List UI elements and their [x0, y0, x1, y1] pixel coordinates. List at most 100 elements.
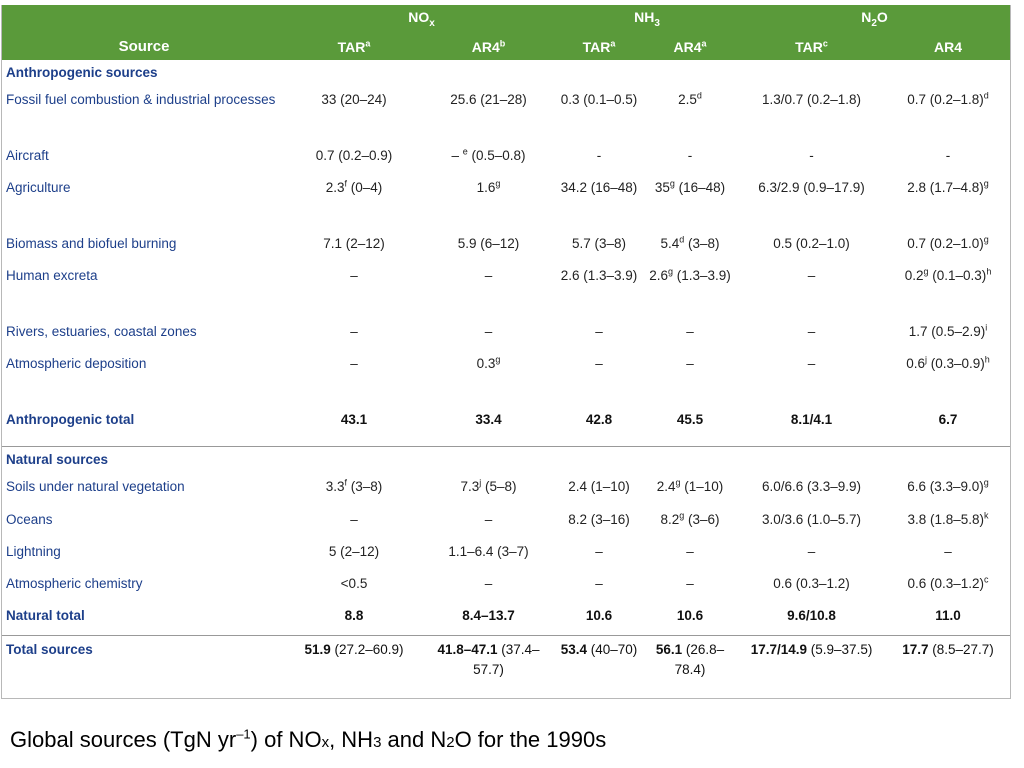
- value-cell: 0.3g: [476, 354, 501, 371]
- header-nh3-tar: TARa: [556, 33, 642, 60]
- value-cell: –: [484, 575, 493, 591]
- value-cell: 9.6/10.8: [787, 607, 836, 623]
- value-cell: 0.7 (0.2–1.8)d: [907, 90, 989, 107]
- table-row: Rivers, estuaries, coastal zones – – – – – 1.7…: [1, 318, 1011, 350]
- total-row: Total sources 51.9 (27.2–60.9) 41.8–47.1 (…: [1, 635, 1012, 688]
- header-n2o-tar: TARc: [738, 33, 886, 60]
- value-cell: 0.7 (0.2–0.9): [315, 148, 393, 163]
- table-row: Atmospheric deposition – 0.3g – – – 0.6j (0.3–…: [1, 350, 1011, 406]
- source-label: Oceans: [6, 511, 53, 527]
- value-cell: –: [350, 356, 358, 371]
- value-cell: 2.8 (1.7–4.8)g: [907, 178, 989, 195]
- table-row: Atmospheric chemistry <0.5 – – – 0.6 (0.3–1.2…: [1, 570, 1011, 602]
- source-label: Atmospheric chemistry: [6, 575, 143, 591]
- value-cell: 0.2g (0.1–0.3)h: [904, 266, 992, 283]
- source-label: Anthropogenic total: [6, 412, 135, 427]
- value-cell: 3.3f (3–8): [325, 477, 383, 494]
- value-cell: –: [686, 575, 694, 591]
- value-cell: 53.4 (40–70): [556, 635, 642, 688]
- value-cell: 8.8: [344, 607, 364, 623]
- value-cell: 42.8: [585, 412, 613, 427]
- value-cell: 2.6 (1.3–3.9): [560, 268, 638, 283]
- value-cell: –: [807, 324, 816, 339]
- sources-table-container: Source NOx NH3 N2O TARa AR4b TARa AR4a T…: [1, 5, 1012, 688]
- total-row: Anthropogenic total 43.1 33.4 42.8 45.5 8.1/4…: [1, 406, 1011, 446]
- value-cell: –: [595, 575, 603, 591]
- source-label: Total sources: [1, 635, 287, 688]
- value-cell: 2.5d: [678, 90, 702, 107]
- value-cell: 8.2g (3–6): [660, 510, 720, 527]
- value-cell: 33 (20–24): [321, 92, 387, 107]
- header-n2o-ar4: AR4: [885, 33, 1012, 60]
- total-row: Natural total 8.8 8.4–13.7 10.6 10.6 9.6/10.8…: [1, 602, 1011, 636]
- value-cell: -: [596, 148, 602, 163]
- value-cell: 35g (16–48): [654, 178, 726, 195]
- source-label: Soils under natural vegetation: [6, 478, 185, 494]
- section-label: Natural sources: [1, 445, 1012, 473]
- value-cell: 45.5: [676, 412, 704, 427]
- value-cell: –: [350, 324, 358, 339]
- table-row: Lightning 5 (2–12) 1.1–6.4 (3–7) – – – –: [1, 538, 1011, 570]
- value-cell: <0.5: [340, 575, 368, 591]
- value-cell: 1.1–6.4 (3–7): [448, 543, 529, 559]
- table-header: Source NOx NH3 N2O TARa AR4b TARa AR4a T…: [1, 5, 1012, 60]
- value-cell: 41.8–47.1 (37.4–57.7): [421, 635, 556, 688]
- table-row: Biomass and biofuel burning 7.1 (2–12) 5.9…: [1, 230, 1011, 262]
- source-label: Natural total: [6, 607, 85, 623]
- value-cell: 5.9 (6–12): [457, 236, 520, 251]
- value-cell: 0.6 (0.3–1.2)c: [907, 574, 989, 591]
- value-cell: –: [595, 356, 603, 371]
- source-label: Atmospheric deposition: [6, 356, 147, 371]
- header-source: Source: [1, 5, 287, 60]
- value-cell: 1.3/0.7 (0.2–1.8): [761, 92, 862, 107]
- value-cell: -: [809, 148, 814, 163]
- slide-caption: Global sources (TgN yr–1) of NOx, NH3 an…: [10, 726, 607, 752]
- value-cell: 0.7 (0.2–1.0)g: [907, 234, 989, 251]
- value-cell: –: [350, 268, 358, 283]
- value-cell: 8.1/4.1: [790, 412, 833, 427]
- value-cell: 2.4g (1–10): [656, 477, 724, 494]
- section-label: Anthropogenic sources: [6, 65, 158, 80]
- value-cell: –: [807, 356, 816, 371]
- source-label: Agriculture: [6, 180, 71, 195]
- value-cell: 2.6g (1.3–3.9): [649, 266, 731, 283]
- value-cell: –: [807, 268, 816, 283]
- source-label: Rivers, estuaries, coastal zones: [6, 324, 197, 339]
- value-cell: –: [807, 543, 816, 559]
- value-cell: 2.3f (0–4): [325, 178, 383, 195]
- sources-table: Source NOx NH3 N2O TARa AR4b TARa AR4a T…: [1, 5, 1012, 688]
- value-cell: 8.4–13.7: [462, 607, 515, 623]
- value-cell: –: [484, 268, 493, 283]
- section-row: Anthropogenic sources: [1, 60, 1011, 86]
- section-row: Natural sources: [1, 445, 1012, 473]
- value-cell: 1.7 (0.5–2.9)i: [908, 322, 988, 339]
- value-cell: 8.2 (3–16): [568, 511, 630, 527]
- value-cell: –: [944, 543, 952, 559]
- header-nox: NOx: [287, 5, 556, 33]
- value-cell: – e (0.5–0.8): [451, 146, 526, 163]
- source-label: Lightning: [6, 543, 61, 559]
- value-cell: 25.6 (21–28): [450, 92, 527, 107]
- value-cell: 7.1 (2–12): [323, 236, 385, 251]
- header-nh3-ar4: AR4a: [642, 33, 739, 60]
- value-cell: 11.0: [935, 607, 961, 623]
- value-cell: 17.7 (8.5–27.7): [885, 635, 1012, 688]
- value-cell: 5.7 (3–8): [571, 236, 627, 251]
- table-row: Human excreta – – 2.6 (1.3–3.9) 2.6g (1.3–3.…: [1, 262, 1011, 318]
- source-label: Aircraft: [6, 148, 49, 163]
- value-cell: 2.4 (1–10): [568, 478, 630, 494]
- value-cell: –: [595, 324, 603, 339]
- value-cell: 5 (2–12): [328, 543, 380, 559]
- header-nox-tar: TARa: [287, 33, 421, 60]
- value-cell: –: [686, 543, 694, 559]
- value-cell: 0.5 (0.2–1.0): [773, 236, 850, 251]
- table-row: Fossil fuel combustion & industrial proc…: [1, 86, 1011, 142]
- value-cell: 51.9 (27.2–60.9): [287, 635, 421, 688]
- value-cell: 6.6 (3.3–9.0)g: [907, 477, 989, 494]
- value-cell: 0.6 (0.3–1.2): [773, 575, 850, 591]
- value-cell: 7.3j (5–8): [460, 477, 517, 494]
- value-cell: 0.6j (0.3–0.9)h: [906, 354, 990, 371]
- value-cell: –: [686, 356, 694, 371]
- value-cell: 10.6: [585, 607, 613, 623]
- header-nox-ar4: AR4b: [421, 33, 556, 60]
